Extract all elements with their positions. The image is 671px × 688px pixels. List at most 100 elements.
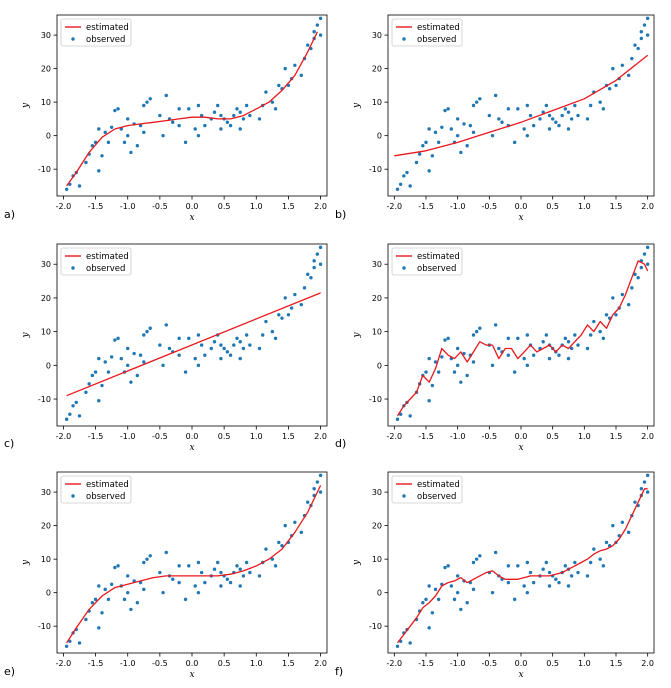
observed-point xyxy=(235,336,239,341)
observed-point xyxy=(286,313,291,317)
panel-label: d) xyxy=(335,437,346,450)
legend-box xyxy=(391,247,463,276)
observed-point xyxy=(506,107,511,111)
observed-point xyxy=(493,323,498,327)
y-tick-label: 10 xyxy=(372,328,382,337)
x-axis-label: x xyxy=(518,213,523,223)
observed-point xyxy=(547,127,552,131)
observed-point xyxy=(261,333,265,337)
observed-point xyxy=(142,360,146,364)
observed-point xyxy=(187,336,191,341)
x-tick-label: 1.5 xyxy=(610,432,623,441)
observed-point xyxy=(135,601,140,605)
observed-point xyxy=(103,587,107,592)
observed-point xyxy=(167,346,172,351)
observed-point xyxy=(563,107,568,111)
y-tick-label: 0 xyxy=(46,589,51,598)
observed-point xyxy=(471,360,476,364)
observed-point xyxy=(433,360,438,364)
observed-point xyxy=(280,316,284,320)
observed-point xyxy=(427,127,431,131)
observed-point xyxy=(443,108,447,113)
observed-point xyxy=(126,346,130,351)
observed-point xyxy=(273,564,278,568)
observed-point xyxy=(315,480,320,484)
observed-point xyxy=(585,117,590,121)
observed-point xyxy=(436,370,441,374)
observed-point xyxy=(557,580,561,585)
y-axis-label: y xyxy=(21,332,31,339)
observed-point xyxy=(64,417,69,421)
x-tick-label: 1.5 xyxy=(610,659,623,668)
observed-point xyxy=(244,560,249,565)
x-tick-label: -1.0 xyxy=(120,432,136,441)
observed-point xyxy=(97,626,101,630)
observed-point xyxy=(293,63,297,67)
observed-point xyxy=(289,306,294,310)
observed-point xyxy=(573,333,577,337)
observed-point xyxy=(468,123,473,128)
observed-point xyxy=(148,97,152,101)
observed-point xyxy=(244,103,249,108)
observed-point xyxy=(244,333,249,337)
observed-point xyxy=(270,557,275,561)
observed-point xyxy=(440,355,444,359)
observed-point xyxy=(554,577,558,581)
observed-point xyxy=(607,87,612,91)
observed-point xyxy=(455,346,460,351)
x-tick-label: 2.0 xyxy=(314,202,327,211)
y-axis-label: y xyxy=(352,332,362,339)
x-tick-label: 0.0 xyxy=(186,202,199,211)
observed-point xyxy=(620,520,625,524)
observed-point xyxy=(164,550,168,555)
observed-point xyxy=(116,336,120,341)
observed-point xyxy=(306,272,310,277)
observed-point xyxy=(611,66,615,71)
x-tick-label: 0.0 xyxy=(515,432,528,441)
x-tick-label: -0.5 xyxy=(482,659,498,668)
observed-point xyxy=(414,160,419,165)
observed-point xyxy=(106,140,111,145)
y-tick-label: 10 xyxy=(372,555,382,564)
panel-label: a) xyxy=(4,208,15,221)
observed-point xyxy=(506,580,511,585)
observed-point xyxy=(212,567,217,571)
y-tick-label: -10 xyxy=(38,165,51,174)
observed-point xyxy=(465,144,469,148)
observed-point xyxy=(68,412,72,416)
observed-point xyxy=(312,30,316,34)
observed-point xyxy=(306,43,310,47)
observed-point xyxy=(109,355,114,359)
x-tick-label: 0.5 xyxy=(218,659,231,668)
y-tick-label: 20 xyxy=(372,294,382,303)
observed-point xyxy=(436,597,441,602)
observed-point xyxy=(573,103,577,108)
observed-point xyxy=(293,292,297,297)
legend-label-observed: observed xyxy=(86,35,125,45)
observed-point xyxy=(395,644,400,648)
observed-point xyxy=(257,346,262,351)
observed-point xyxy=(148,554,152,558)
observed-point xyxy=(283,523,287,528)
observed-point xyxy=(183,370,188,374)
observed-point xyxy=(446,336,450,341)
observed-point xyxy=(427,356,431,361)
observed-point xyxy=(84,617,88,622)
observed-point xyxy=(225,120,230,124)
observed-point xyxy=(497,117,501,121)
observed-point xyxy=(97,356,101,361)
x-tick-label: 0.0 xyxy=(515,202,528,211)
observed-point xyxy=(449,127,454,131)
observed-point xyxy=(408,641,412,645)
x-tick-label: 1.0 xyxy=(250,202,263,211)
x-axis-label: x xyxy=(189,213,194,223)
observed-point xyxy=(626,73,631,78)
observed-point xyxy=(158,570,162,575)
observed-point xyxy=(318,262,323,266)
observed-point xyxy=(424,140,428,145)
observed-point xyxy=(97,169,101,173)
observed-point xyxy=(138,353,143,357)
observed-point xyxy=(177,123,181,128)
y-tick-label: 0 xyxy=(377,589,382,598)
legend-point-swatch xyxy=(71,494,75,498)
